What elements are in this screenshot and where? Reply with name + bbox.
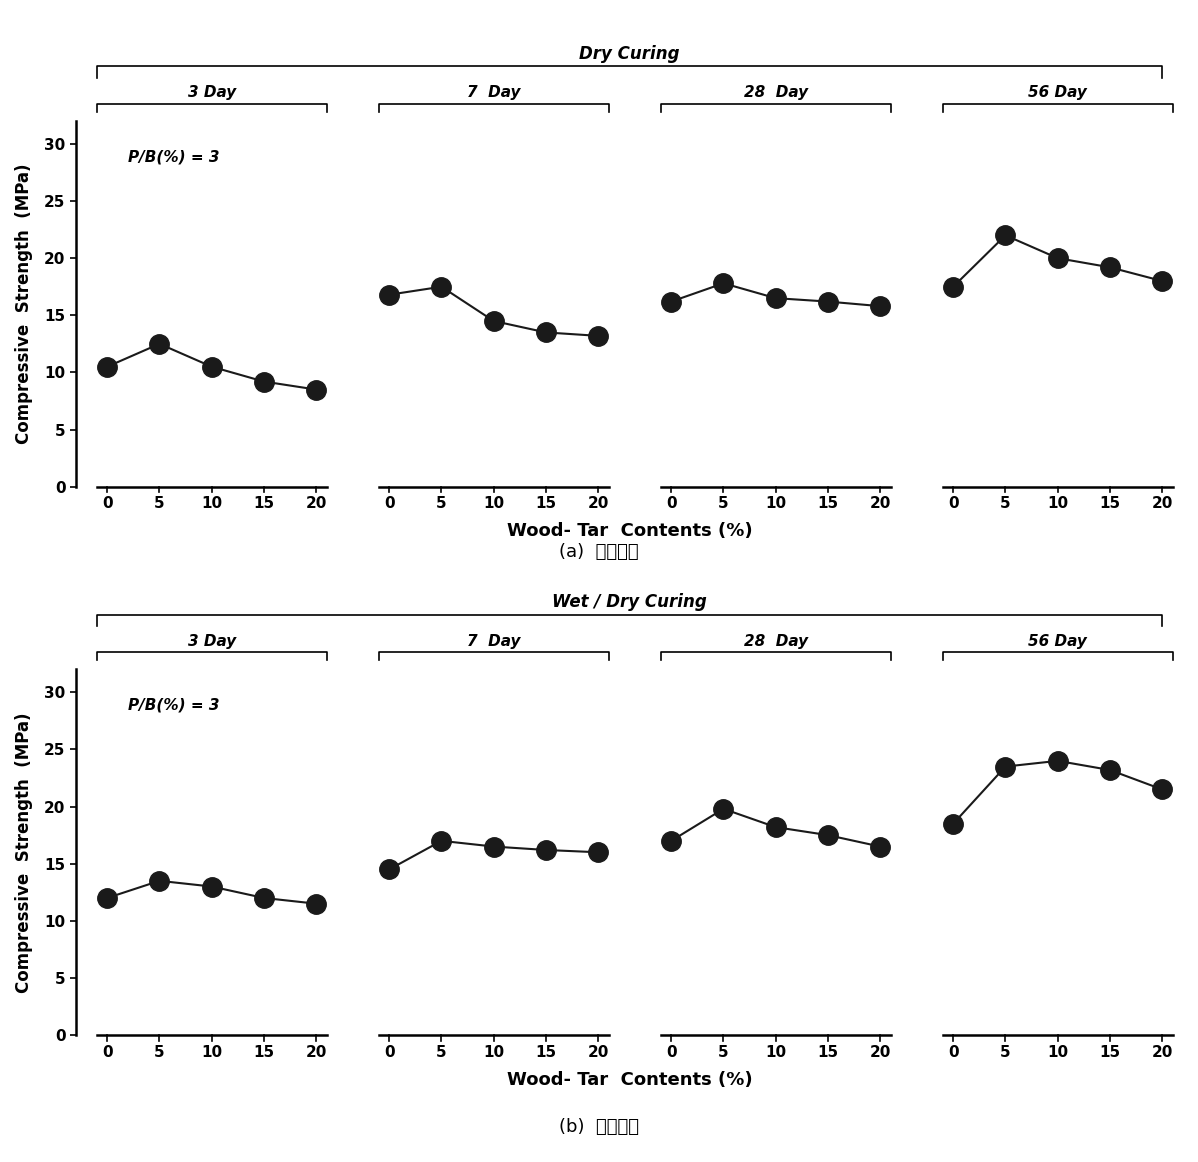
Text: (b)  습윤양생: (b) 습윤양생 [559, 1118, 639, 1135]
Text: 7  Day: 7 Day [467, 634, 520, 648]
X-axis label: Wood- Tar  Contents (%): Wood- Tar Contents (%) [507, 1071, 752, 1089]
Text: P/B(%) = 3: P/B(%) = 3 [128, 697, 219, 712]
Y-axis label: Compressive  Strength  (MPa): Compressive Strength (MPa) [16, 712, 34, 992]
Text: 56 Day: 56 Day [1028, 86, 1087, 100]
Text: 7  Day: 7 Day [467, 86, 520, 100]
Text: Dry Curing: Dry Curing [579, 45, 679, 63]
Text: 3 Day: 3 Day [188, 634, 236, 648]
Y-axis label: Compressive  Strength  (MPa): Compressive Strength (MPa) [16, 164, 34, 444]
Text: 28  Day: 28 Day [744, 86, 807, 100]
Text: 28  Day: 28 Day [744, 634, 807, 648]
Text: 3 Day: 3 Day [188, 86, 236, 100]
Text: (a)  기중양생: (a) 기중양생 [559, 543, 639, 560]
Text: Wet / Dry Curing: Wet / Dry Curing [552, 593, 707, 611]
Text: 56 Day: 56 Day [1028, 634, 1087, 648]
X-axis label: Wood- Tar  Contents (%): Wood- Tar Contents (%) [507, 523, 752, 540]
Text: P/B(%) = 3: P/B(%) = 3 [128, 149, 219, 164]
